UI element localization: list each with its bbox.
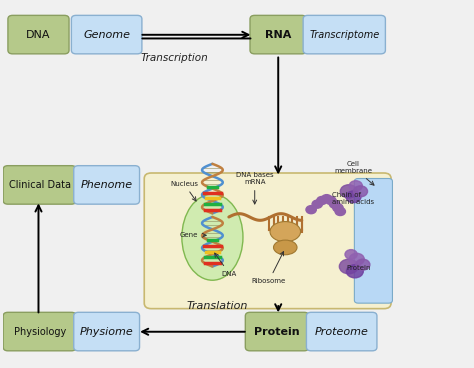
Circle shape xyxy=(349,253,364,265)
Text: Transcriptome: Transcriptome xyxy=(309,29,379,40)
Circle shape xyxy=(329,200,340,208)
Text: Physiology: Physiology xyxy=(14,326,66,337)
Text: Transcription: Transcription xyxy=(141,53,209,63)
Text: Genome: Genome xyxy=(83,29,130,40)
Text: Phenome: Phenome xyxy=(81,180,133,190)
Circle shape xyxy=(312,200,322,208)
Text: Cell
membrane: Cell membrane xyxy=(335,161,374,185)
FancyBboxPatch shape xyxy=(74,166,139,204)
Circle shape xyxy=(326,197,336,205)
Text: DNA: DNA xyxy=(215,253,237,277)
Text: Ribosome: Ribosome xyxy=(252,252,286,284)
Circle shape xyxy=(335,208,346,216)
Circle shape xyxy=(321,195,332,203)
FancyBboxPatch shape xyxy=(74,312,139,351)
FancyBboxPatch shape xyxy=(246,312,309,351)
FancyBboxPatch shape xyxy=(3,166,76,204)
FancyBboxPatch shape xyxy=(355,178,392,303)
FancyBboxPatch shape xyxy=(306,312,377,351)
Text: Translation: Translation xyxy=(186,301,248,311)
Ellipse shape xyxy=(270,222,301,242)
FancyBboxPatch shape xyxy=(144,173,391,309)
FancyBboxPatch shape xyxy=(3,312,76,351)
Circle shape xyxy=(354,186,367,197)
Text: Protein: Protein xyxy=(254,326,300,337)
Text: RNA: RNA xyxy=(265,29,292,40)
Circle shape xyxy=(340,185,357,198)
Text: DNA bases
mRNA: DNA bases mRNA xyxy=(236,172,273,204)
Text: Physiome: Physiome xyxy=(80,326,134,337)
Ellipse shape xyxy=(273,240,297,255)
Ellipse shape xyxy=(182,194,243,280)
Circle shape xyxy=(333,204,343,212)
Text: Nucleus: Nucleus xyxy=(170,181,198,201)
Text: Proteome: Proteome xyxy=(315,326,369,337)
Circle shape xyxy=(346,265,363,278)
FancyBboxPatch shape xyxy=(250,15,306,54)
FancyBboxPatch shape xyxy=(72,15,142,54)
Circle shape xyxy=(346,191,361,203)
Text: DNA: DNA xyxy=(26,29,51,40)
FancyBboxPatch shape xyxy=(8,15,69,54)
Circle shape xyxy=(339,259,358,274)
Text: Clinical Data: Clinical Data xyxy=(9,180,71,190)
Circle shape xyxy=(356,259,370,270)
Circle shape xyxy=(349,181,362,191)
Circle shape xyxy=(317,197,327,205)
FancyBboxPatch shape xyxy=(303,15,385,54)
Text: Gene: Gene xyxy=(180,232,206,238)
Circle shape xyxy=(306,206,316,214)
Circle shape xyxy=(345,250,357,259)
Text: Chain of
amino acids: Chain of amino acids xyxy=(332,192,374,205)
Text: Protein: Protein xyxy=(346,265,370,271)
